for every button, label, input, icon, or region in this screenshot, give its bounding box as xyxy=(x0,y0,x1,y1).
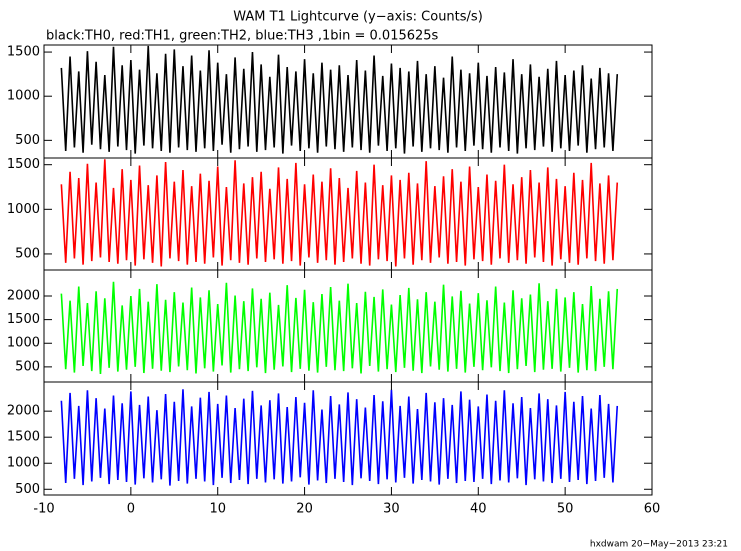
chart-title: WAM T1 Lightcurve (y−axis: Counts/s) xyxy=(233,10,483,25)
y-tick-label: 1500 xyxy=(7,45,40,60)
x-tick-label: 50 xyxy=(557,502,574,517)
panel-frame xyxy=(43,381,653,496)
x-tick-label: 60 xyxy=(644,502,661,517)
y-tick-label: 1000 xyxy=(7,202,40,217)
y-tick-label: 500 xyxy=(15,359,40,374)
y-tick-label: 2000 xyxy=(7,404,40,419)
lightcurve xyxy=(60,281,619,375)
x-tick-label: 20 xyxy=(296,502,313,517)
y-tick-label: 500 xyxy=(15,133,40,148)
x-tick-label: 30 xyxy=(383,502,400,517)
lightcurve xyxy=(60,389,619,486)
y-tick-label: 2000 xyxy=(7,288,40,303)
y-tick-label: 1000 xyxy=(7,89,40,104)
lightcurve xyxy=(60,45,619,154)
x-tick-label: -10 xyxy=(33,502,54,517)
y-tick-label: 1500 xyxy=(7,430,40,445)
x-tick-label: 0 xyxy=(127,502,135,517)
y-tick-label: 500 xyxy=(15,482,40,497)
y-tick-label: 1500 xyxy=(7,157,40,172)
footer: hxdwam 20−May−2013 23:21 xyxy=(590,540,728,550)
x-tick-label: 10 xyxy=(209,502,226,517)
y-tick-label: 1000 xyxy=(7,456,40,471)
y-tick-label: 1000 xyxy=(7,336,40,351)
y-tick-label: 500 xyxy=(15,246,40,261)
chart-subtitle: black:TH0, red:TH1, green:TH2, blue:TH3 … xyxy=(46,29,439,44)
x-tick-label: 40 xyxy=(470,502,487,517)
y-tick-label: 1500 xyxy=(7,312,40,327)
lightcurve xyxy=(60,159,619,267)
